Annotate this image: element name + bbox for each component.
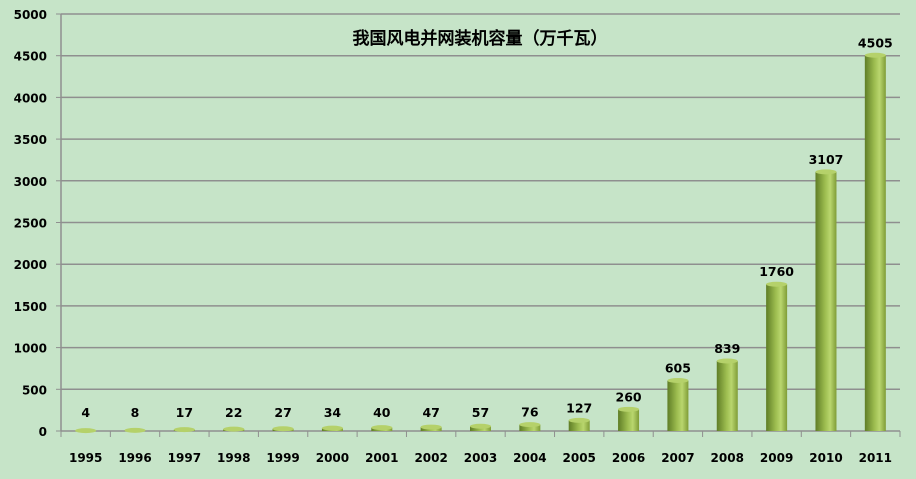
- bar: [815, 172, 836, 431]
- data-label: 47: [422, 405, 439, 420]
- x-tick-label: 1996: [118, 451, 151, 465]
- x-tick-label: 2005: [563, 451, 596, 465]
- bar-top: [815, 169, 836, 174]
- bar-top: [766, 282, 787, 287]
- data-label: 1760: [759, 264, 794, 279]
- bar-top: [75, 428, 96, 433]
- x-tick-label: 1995: [69, 451, 102, 465]
- x-tick-label: 1997: [168, 451, 201, 465]
- bar-top: [273, 426, 294, 431]
- x-tick-label: 2001: [365, 451, 398, 465]
- data-label: 127: [566, 400, 592, 415]
- data-label: 22: [225, 405, 242, 420]
- data-label: 839: [714, 341, 740, 356]
- y-tick-label: 4000: [14, 91, 47, 105]
- data-label: 3107: [809, 152, 844, 167]
- bar-top: [421, 425, 442, 430]
- bar-top: [322, 426, 343, 431]
- x-tick-label: 2002: [414, 451, 447, 465]
- x-tick-label: 2009: [760, 451, 793, 465]
- data-label: 260: [616, 389, 642, 404]
- data-label: 4505: [858, 35, 893, 50]
- x-tick-label: 1999: [266, 451, 299, 465]
- data-label: 40: [373, 405, 391, 420]
- bar-top: [569, 418, 590, 423]
- bar-top: [618, 407, 639, 412]
- y-tick-label: 500: [22, 383, 47, 397]
- data-label: 8: [131, 405, 140, 420]
- bar-top: [223, 427, 244, 432]
- x-tick-label: 2011: [859, 451, 892, 465]
- data-label: 4: [81, 405, 90, 420]
- bar-top: [470, 424, 491, 429]
- y-tick-label: 2500: [14, 217, 47, 231]
- y-tick-label: 1000: [14, 342, 47, 356]
- y-tick-label: 4500: [14, 50, 47, 64]
- bar-top: [371, 425, 392, 430]
- bar: [667, 381, 688, 431]
- y-tick-label: 3000: [14, 175, 47, 189]
- chart-title: 我国风电并网装机容量（万千瓦）: [353, 28, 608, 49]
- y-tick-label: 1500: [14, 300, 47, 314]
- x-tick-label: 2010: [809, 451, 842, 465]
- x-tick-label: 2003: [464, 451, 497, 465]
- data-label: 605: [665, 361, 691, 376]
- bar-top: [174, 427, 195, 432]
- y-tick-label: 0: [39, 425, 47, 439]
- data-label: 57: [472, 405, 489, 420]
- data-label: 76: [521, 405, 539, 420]
- bar: [618, 409, 639, 431]
- bar-top: [125, 428, 146, 433]
- bar-top: [717, 359, 738, 364]
- x-tick-label: 2007: [661, 451, 694, 465]
- bar: [865, 55, 886, 431]
- x-tick-label: 2006: [612, 451, 645, 465]
- x-tick-label: 2000: [316, 451, 349, 465]
- y-tick-label: 2000: [14, 258, 47, 272]
- bar-top: [865, 53, 886, 58]
- bar: [766, 284, 787, 431]
- data-label: 34: [324, 405, 342, 420]
- bar: [717, 361, 738, 431]
- data-label: 17: [176, 405, 193, 420]
- y-tick-label: 3500: [14, 133, 47, 147]
- x-tick-label: 2004: [513, 451, 546, 465]
- bar-top: [519, 422, 540, 427]
- bar-top: [667, 378, 688, 383]
- x-tick-label: 2008: [711, 451, 744, 465]
- data-label: 27: [274, 405, 291, 420]
- y-tick-label: 5000: [14, 8, 47, 22]
- x-tick-label: 1998: [217, 451, 250, 465]
